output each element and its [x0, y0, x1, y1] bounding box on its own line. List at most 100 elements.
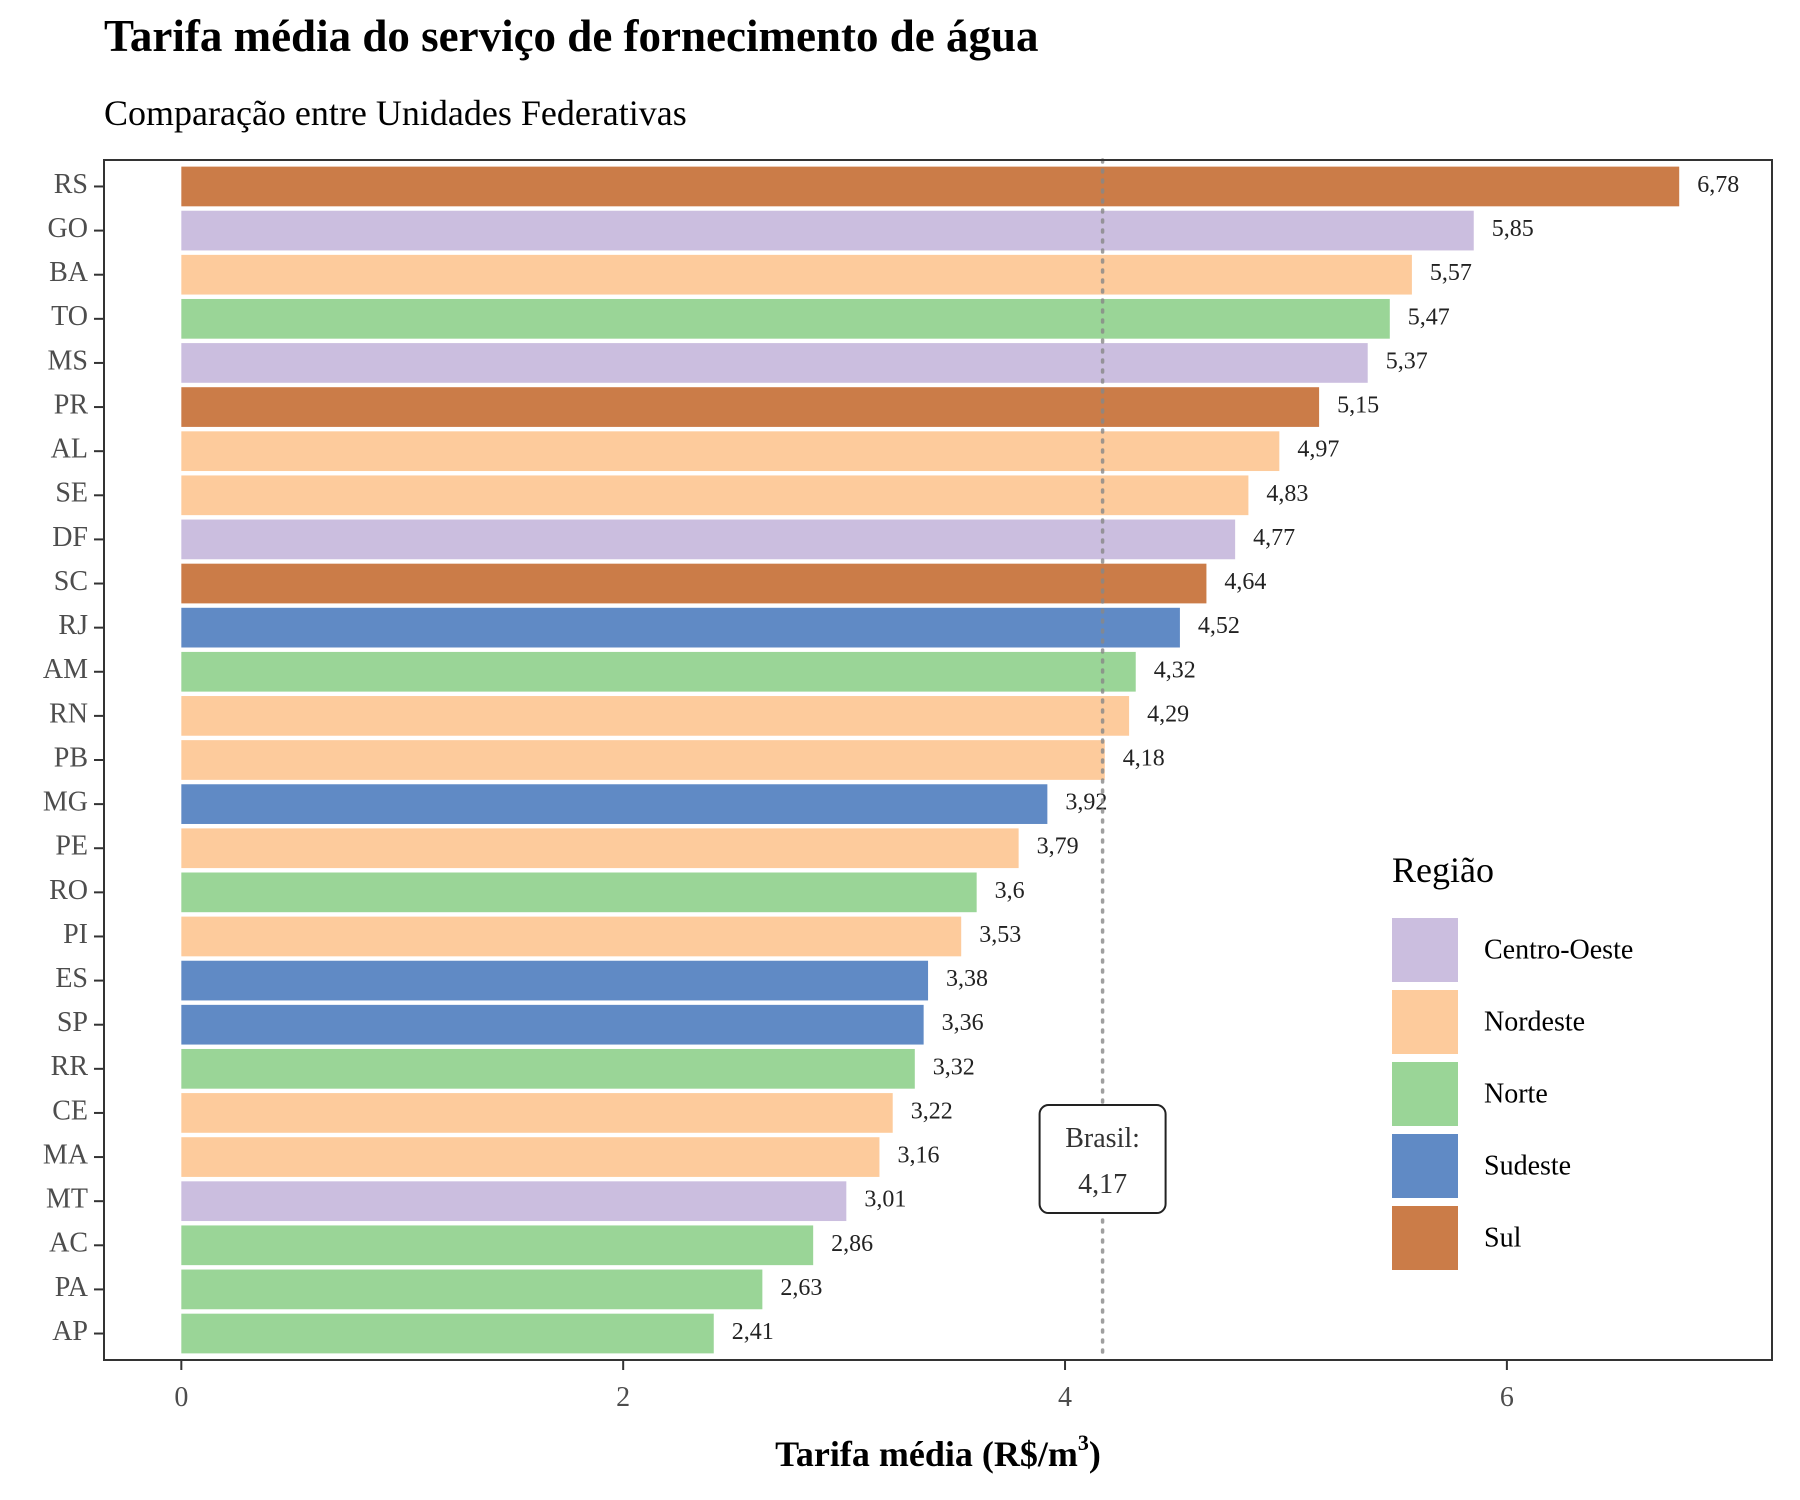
legend-title: Região — [1392, 850, 1494, 890]
chart-title: Tarifa média do serviço de fornecimento … — [104, 11, 1039, 61]
bar-pr — [181, 387, 1320, 427]
bar-value-label: 2,41 — [732, 1319, 774, 1345]
bar-value-label: 2,63 — [780, 1275, 822, 1301]
bar-value-label: 3,32 — [933, 1054, 975, 1080]
bar-mg — [181, 784, 1048, 824]
bar-to — [181, 298, 1390, 339]
chart-subtitle: Comparação entre Unidades Federativas — [104, 93, 687, 133]
bar-value-label: 4,77 — [1253, 525, 1295, 551]
y-tick-label: BA — [49, 257, 89, 288]
y-tick-label: PB — [54, 742, 88, 773]
bar-ce — [181, 1093, 893, 1133]
y-tick-label: PA — [55, 1272, 89, 1303]
legend: Região Centro-Oeste Nordeste Norte Sudeste Su… — [1392, 850, 1633, 1270]
bar-ro — [181, 872, 977, 913]
bar-rr — [181, 1048, 915, 1089]
bar-ms — [181, 343, 1368, 383]
bar-value-label: 6,78 — [1697, 172, 1739, 198]
bar-rj — [181, 607, 1180, 648]
y-axis: RS GO BA TO MS PR AL SE DF SC RJ AM RN PB MG PE RO PI ES SP… — [43, 169, 104, 1347]
bar-value-label: 5,47 — [1408, 304, 1450, 330]
y-tick-label: RJ — [58, 610, 88, 641]
bar-value-label: 3,79 — [1037, 834, 1079, 860]
bar-value-label: 5,85 — [1492, 216, 1534, 242]
bar-se — [181, 475, 1249, 516]
bar-value-label: 3,22 — [911, 1098, 953, 1124]
bar-value-label: 3,6 — [995, 878, 1025, 904]
bar-sp — [181, 1004, 924, 1045]
y-tick-label: RR — [51, 1051, 89, 1082]
bar-sc — [181, 563, 1207, 604]
x-tick-label: 6 — [1500, 1382, 1514, 1413]
legend-label: Sudeste — [1484, 1150, 1571, 1181]
bar-value-label: 5,57 — [1430, 260, 1472, 286]
bar-value-label: 3,38 — [946, 966, 988, 992]
y-tick-label: TO — [51, 301, 88, 332]
bar-value-label: 3,16 — [897, 1143, 939, 1169]
bar-value-label: 5,15 — [1337, 393, 1379, 419]
legend-label: Centro-Oeste — [1484, 934, 1633, 965]
y-tick-label: DF — [52, 522, 88, 553]
y-tick-label: PE — [55, 831, 88, 862]
x-axis-label-suffix: ) — [1089, 1434, 1101, 1474]
bar-rs — [181, 166, 1680, 207]
y-tick-label: RO — [49, 875, 88, 906]
y-tick-label: ES — [55, 963, 88, 994]
y-tick-label: GO — [48, 213, 88, 244]
y-tick-label: MT — [46, 1184, 88, 1215]
y-tick-label: MS — [48, 345, 88, 376]
legend-key-nordeste — [1392, 990, 1458, 1054]
y-tick-label: RS — [54, 169, 88, 200]
legend-label: Nordeste — [1484, 1006, 1585, 1037]
bar-am — [181, 651, 1136, 692]
bar-mt — [181, 1181, 847, 1222]
y-tick-label: AP — [52, 1316, 88, 1347]
y-tick-label: MA — [43, 1139, 89, 1170]
legend-key-sul — [1392, 1206, 1458, 1270]
x-tick-label: 4 — [1058, 1382, 1072, 1413]
legend-label: Norte — [1484, 1078, 1548, 1109]
bar-pi — [181, 916, 962, 957]
bar-al — [181, 431, 1280, 472]
bar-value-label: 3,92 — [1065, 790, 1107, 816]
y-tick-label: AC — [49, 1228, 88, 1259]
bar-value-label: 4,83 — [1266, 481, 1308, 507]
x-tick-label: 0 — [174, 1382, 188, 1413]
bar-value-label: 3,36 — [942, 1010, 984, 1036]
y-tick-label: SP — [57, 1007, 88, 1038]
bar-value-label: 4,64 — [1224, 569, 1266, 595]
x-axis: 0 2 4 6 — [174, 1360, 1514, 1413]
bar-df — [181, 519, 1236, 560]
bar-ba — [181, 254, 1412, 295]
y-tick-label: MG — [43, 787, 88, 818]
y-tick-label: CE — [52, 1095, 88, 1126]
y-tick-label: AL — [51, 434, 88, 465]
y-tick-label: RN — [49, 698, 88, 729]
reference-layer: Brasil: 4,17 — [1038, 158, 1167, 1362]
y-tick-label: PR — [54, 389, 89, 420]
bar-value-label: 4,52 — [1198, 613, 1240, 639]
legend-label: Sul — [1484, 1222, 1522, 1253]
legend-key-centro-oeste — [1392, 918, 1458, 982]
bar-ma — [181, 1137, 880, 1177]
y-tick-label: SC — [54, 566, 88, 597]
y-tick-label: SE — [55, 478, 88, 509]
bar-value-label: 4,18 — [1123, 746, 1165, 772]
legend-key-norte — [1392, 1062, 1458, 1126]
bar-value-label: 4,32 — [1154, 657, 1196, 683]
bar-value-label: 3,53 — [979, 922, 1021, 948]
bar-pe — [181, 828, 1019, 869]
bar-value-label: 4,29 — [1147, 701, 1189, 727]
bar-value-label: 3,01 — [864, 1187, 906, 1213]
bar-rn — [181, 696, 1130, 736]
bar-go — [181, 210, 1474, 251]
x-axis-label-superscript: 3 — [1078, 1430, 1089, 1455]
bar-ap — [181, 1313, 714, 1354]
y-tick-label: AM — [43, 654, 88, 685]
reference-label-line2: 4,17 — [1078, 1169, 1127, 1200]
x-axis-label-main: Tarifa média (R$/m — [775, 1434, 1078, 1474]
bar-value-label: 2,86 — [831, 1231, 873, 1257]
bar-es — [181, 960, 929, 1001]
bar-pb — [181, 740, 1105, 780]
